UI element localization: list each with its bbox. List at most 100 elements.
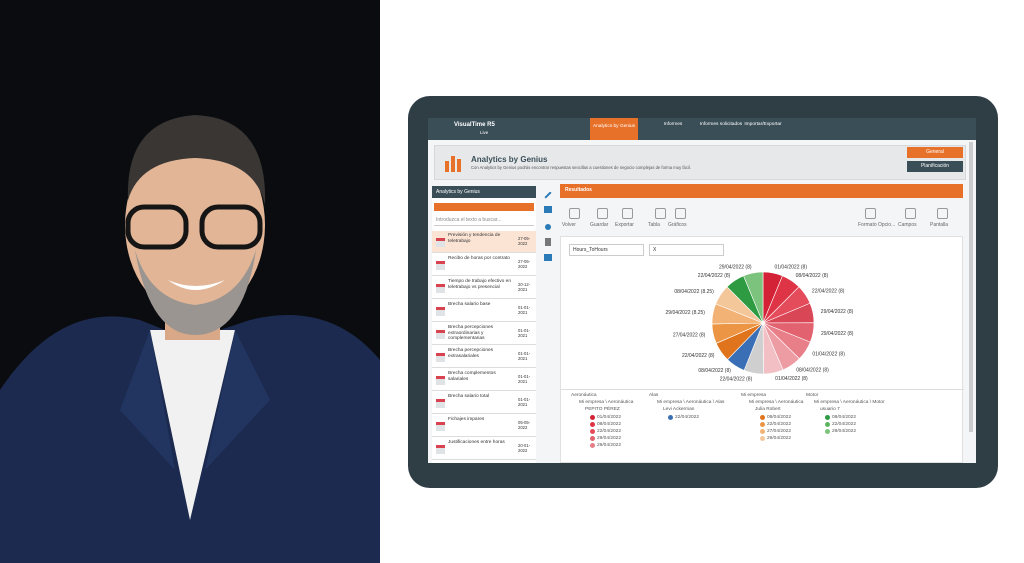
- report-title: Brecha complementos salariales: [448, 371, 496, 382]
- report-date: 01-01-2021: [518, 397, 531, 407]
- toolbar-icon[interactable]: [597, 208, 608, 219]
- toolbar-icon[interactable]: [675, 208, 686, 219]
- toolbar-label[interactable]: Formato Opcio...: [858, 222, 896, 228]
- legend-path: Mi empresa \ Aeronáutica \ Motor: [814, 400, 885, 405]
- report-item[interactable]: Recibo de horas por contrato 27-05-2022: [432, 254, 536, 276]
- legend-person: Levi Ackerman: [663, 407, 695, 412]
- report-date: 01-01-2021: [518, 305, 531, 315]
- toolbar-label[interactable]: Pantalla: [930, 222, 949, 228]
- legend-path: Mi empresa \ Aeronáutica: [579, 400, 634, 405]
- report-icon: [436, 307, 445, 316]
- legend-entry[interactable]: 01/04/2022: [597, 414, 622, 420]
- tool-icons: [544, 191, 552, 261]
- report-title: Tiempo de trabajo efectivo en teletrabaj…: [448, 279, 512, 290]
- slice-label: 29/04/2022 (8): [821, 309, 854, 315]
- report-icon: [436, 353, 445, 362]
- toolbar-icon[interactable]: [865, 208, 876, 219]
- legend-entry[interactable]: 22/04/2022: [767, 421, 792, 427]
- toolbar-icon[interactable]: [905, 208, 916, 219]
- report-item[interactable]: Brecha salario total 01-01-2021: [432, 392, 536, 414]
- sidebar-filter[interactable]: [434, 203, 534, 211]
- legend-person: Julia Robert: [755, 407, 781, 412]
- portrait-photo: [0, 0, 380, 563]
- legend-dot: [760, 436, 765, 441]
- report-date: 01-01-2021: [518, 351, 531, 361]
- toolbar-label[interactable]: Tabla: [648, 222, 660, 228]
- nav-item[interactable]: Importar/Exportar: [744, 122, 782, 127]
- legend-entry[interactable]: 08/04/2022: [767, 414, 792, 420]
- nav-item[interactable]: Informes: [663, 122, 683, 127]
- planning-button[interactable]: Planificación: [907, 161, 963, 172]
- legend-dot: [760, 415, 765, 420]
- legend-entry[interactable]: 27/04/2022: [767, 428, 792, 434]
- toolbar-icon[interactable]: [622, 208, 633, 219]
- nav-item[interactable]: Informes solicitados: [699, 122, 743, 127]
- toolbar-label[interactable]: Gráficos: [668, 222, 687, 228]
- toolbar-label[interactable]: Campos: [898, 222, 917, 228]
- general-button[interactable]: General: [907, 147, 963, 158]
- toolbar: Volver Guardar Exportar Tabla Gráficos Format…: [560, 204, 963, 234]
- report-icon: [436, 261, 445, 270]
- legend-person: usuario 7: [820, 407, 840, 412]
- search-box[interactable]: Introduzca el texto a buscar...: [434, 216, 534, 226]
- brand: VisualTime R5: [454, 122, 495, 128]
- legend: Aeronáutica Mi empresa \ Aeronáutica PEPIT…: [561, 389, 964, 463]
- legend-entry[interactable]: 22/04/2022: [597, 428, 622, 434]
- report-icon: [436, 399, 445, 408]
- top-bar: VisualTime R5 Live Analytics by Genius In…: [428, 118, 976, 140]
- report-icon: [436, 422, 445, 431]
- sidebar: Analytics by Genius Introduzca el texto …: [432, 186, 536, 463]
- slice-label: 27/04/2022 (8): [673, 332, 706, 338]
- legend-entry[interactable]: 08/04/2022: [597, 421, 622, 427]
- report-item[interactable]: Tiempo de trabajo efectivo en teletrabaj…: [432, 277, 536, 299]
- toolbar-icon[interactable]: [569, 208, 580, 219]
- toolbar-icon[interactable]: [655, 208, 666, 219]
- legend-dot: [760, 422, 765, 427]
- legend-person: PEPITO PÉREZ: [585, 407, 620, 412]
- scrollbar[interactable]: [969, 142, 973, 432]
- legend-entry[interactable]: 29/04/2022: [597, 435, 622, 441]
- slice-label: 01/04/2022 (8): [812, 352, 845, 358]
- report-date: 05-05-2022: [518, 420, 531, 430]
- report-title: Brecha percepciones extrasalariales: [448, 348, 494, 359]
- legend-entry[interactable]: 29/04/2022: [767, 435, 792, 441]
- chart-panel: Hours_ToHours X 01/04/2022 (8) 08/04/2022…: [560, 236, 964, 463]
- report-item[interactable]: Fichajes impares 05-05-2022: [432, 415, 536, 437]
- slice-label: 29/04/2022 (8): [719, 264, 752, 270]
- report-item[interactable]: Brecha percepciones extrasalariales 01-01…: [432, 346, 536, 368]
- legend-entry[interactable]: 08/04/2022: [832, 414, 857, 420]
- report-date: 01-01-2021: [518, 374, 531, 384]
- report-item[interactable]: Brecha salario base 01-01-2021: [432, 300, 536, 322]
- report-item[interactable]: Brecha complementos salariales 01-01-2021: [432, 369, 536, 391]
- screen: VisualTime R5 Live Analytics by Genius In…: [428, 118, 976, 463]
- legend-entry[interactable]: 22/04/2022: [832, 421, 857, 427]
- report-title: Recibo de horas por contrato: [448, 256, 510, 261]
- report-date: 27-05-2022: [518, 259, 531, 269]
- legend-path: Mi empresa \ Aeronáutica: [749, 400, 804, 405]
- slice-label: 01/04/2022 (8): [774, 264, 807, 270]
- toolbar-label[interactable]: Exportar: [615, 222, 634, 228]
- report-item[interactable]: Previsión y tendencia de teletrabajo 27-0…: [432, 231, 536, 253]
- report-item[interactable]: Justificaciones entre horas 20-01-2022: [432, 438, 536, 460]
- toolbar-label[interactable]: Guardar: [590, 222, 609, 228]
- filter-dropdown[interactable]: X: [649, 244, 724, 256]
- legend-dot: [590, 422, 595, 427]
- sidebar-title: Analytics by Genius: [432, 186, 536, 198]
- report-icon: [436, 376, 445, 385]
- nav-item[interactable]: Analytics by Genius: [590, 118, 638, 140]
- report-title: Brecha salario total: [448, 394, 490, 399]
- legend-entry[interactable]: 29/04/2022: [832, 428, 857, 434]
- filter-dropdown[interactable]: Hours_ToHours: [569, 244, 644, 256]
- legend-entry[interactable]: 29/04/2022: [597, 442, 622, 448]
- report-icon: [436, 330, 445, 339]
- report-date: 20-01-2022: [518, 443, 531, 453]
- toolbar-label[interactable]: Volver: [562, 222, 576, 228]
- results-bar: Resultados: [560, 184, 963, 198]
- toolbar-icon[interactable]: [937, 208, 948, 219]
- legend-entry[interactable]: 22/04/2022: [675, 414, 700, 420]
- slice-label: 29/04/2022 (8.25): [666, 310, 706, 316]
- results-title: Resultados: [565, 187, 592, 193]
- slice-label: 01/04/2022 (8): [775, 376, 808, 382]
- slice-label: 22/04/2022 (8): [682, 353, 715, 359]
- report-item[interactable]: Brecha percepciones extraordinarias y co…: [432, 323, 536, 345]
